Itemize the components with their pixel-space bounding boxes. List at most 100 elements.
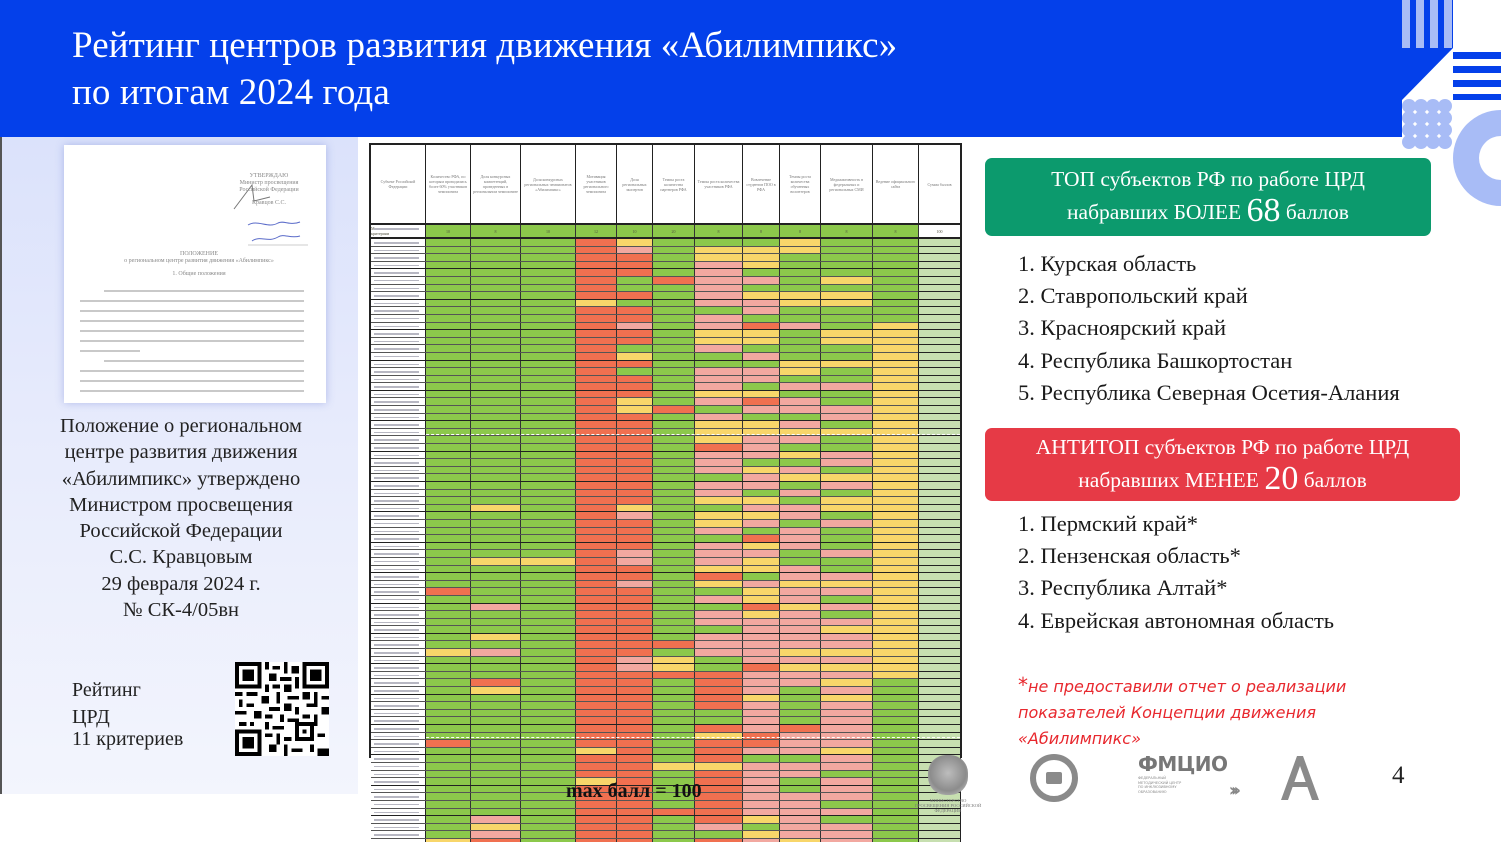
score-cell (780, 489, 821, 497)
score-cell (695, 519, 743, 527)
qr-code-icon[interactable] (235, 662, 329, 756)
score-cell (743, 603, 780, 611)
score-cell (653, 292, 695, 299)
score-cell (695, 550, 743, 557)
score-cell (743, 436, 780, 444)
sum-cell (918, 708, 961, 718)
caption-line: Министром просвещения (69, 493, 293, 516)
score-cell (653, 383, 695, 390)
table-row (371, 625, 961, 634)
score-cell (780, 626, 821, 633)
score-cell (576, 474, 617, 481)
score-cell (576, 755, 617, 762)
score-cell (743, 390, 780, 398)
score-cell (617, 292, 653, 299)
score-cell (695, 671, 743, 679)
score-cell (821, 725, 873, 732)
score-cell (653, 337, 695, 345)
list-item: 5. Республика Северная Осетия-Алания (1018, 379, 1400, 405)
score-cell (695, 679, 743, 687)
table-row (371, 488, 961, 498)
table-row (371, 420, 961, 429)
score-cell (617, 656, 653, 664)
score-cell (653, 413, 695, 421)
score-cell (521, 694, 576, 702)
region-name-cell (371, 831, 426, 838)
score-cell (521, 352, 576, 360)
table-row (371, 344, 961, 353)
score-cell (780, 276, 821, 284)
sum-cell (918, 632, 961, 642)
score-cell (695, 664, 743, 671)
regulation-document-thumbnail[interactable]: УТВЕРЖДАЮ Министр просвещения Российской… (64, 145, 326, 403)
top-cutoff-divider (371, 434, 960, 435)
score-cell (873, 793, 919, 800)
region-name-cell (371, 626, 426, 633)
table-row (371, 336, 961, 346)
score-cell (821, 466, 873, 474)
score-cell (743, 633, 780, 641)
score-cell (743, 649, 780, 656)
score-cell (617, 816, 653, 823)
region-name-cell (371, 398, 426, 406)
table-row (371, 473, 961, 482)
table-row (371, 754, 961, 763)
score-cell (821, 527, 873, 535)
footnote-line3: «Абилимпикс» (1018, 729, 1141, 748)
score-cell (617, 239, 653, 246)
score-cell (576, 823, 617, 831)
header-col: Темпы роста количества участников РФА (695, 145, 743, 223)
score-cell (617, 755, 653, 762)
score-cell (873, 512, 919, 519)
table-row (371, 670, 961, 680)
score-cell (471, 740, 521, 747)
signature-icon (233, 183, 271, 210)
score-cell (617, 314, 653, 322)
score-cell (617, 785, 653, 793)
region-name-cell (371, 284, 426, 292)
score-cell (780, 368, 821, 375)
score-cell (576, 565, 617, 573)
score-cell (873, 580, 919, 588)
sum-cell (918, 359, 961, 369)
score-cell (521, 816, 576, 823)
score-cell (576, 709, 617, 717)
score-cell (821, 451, 873, 459)
score-cell (521, 702, 576, 709)
list-item: 3. Республика Алтай* (1018, 575, 1228, 601)
score-cell (821, 588, 873, 595)
list-item: 4. Республика Башкортостан (1018, 347, 1293, 373)
score-cell (653, 504, 695, 512)
header-col: Количество РФА, по которым проводились б… (426, 145, 471, 223)
footnote-line1: *не предоставили отчет о реализации (1018, 672, 1346, 700)
score-cell (653, 375, 695, 383)
score-cell (653, 687, 695, 694)
score-cell (743, 664, 780, 671)
score-cell (873, 345, 919, 352)
score-cell (780, 793, 821, 800)
table-row (371, 481, 961, 490)
score-cell (521, 747, 576, 755)
region-name-cell (371, 755, 426, 762)
score-cell (780, 770, 821, 778)
score-cell (521, 732, 576, 740)
score-cell (576, 299, 617, 307)
rating-heatmap-table[interactable]: Субъект Российской Федерации Количество … (369, 143, 962, 842)
score-cell (695, 542, 743, 550)
score-cell (521, 785, 576, 793)
score-cell (426, 611, 471, 618)
score-cell (471, 269, 521, 276)
score-cell (743, 276, 780, 284)
score-cell (521, 725, 576, 732)
score-cell (873, 618, 919, 626)
region-name-cell (371, 664, 426, 671)
score-cell (471, 671, 521, 679)
sum-cell (918, 663, 961, 672)
score-cell (576, 451, 617, 459)
score-cell (576, 671, 617, 679)
score-cell (695, 831, 743, 838)
score-cell (821, 747, 873, 755)
score-cell (743, 519, 780, 527)
table-row (371, 541, 961, 551)
score-cell (426, 580, 471, 588)
